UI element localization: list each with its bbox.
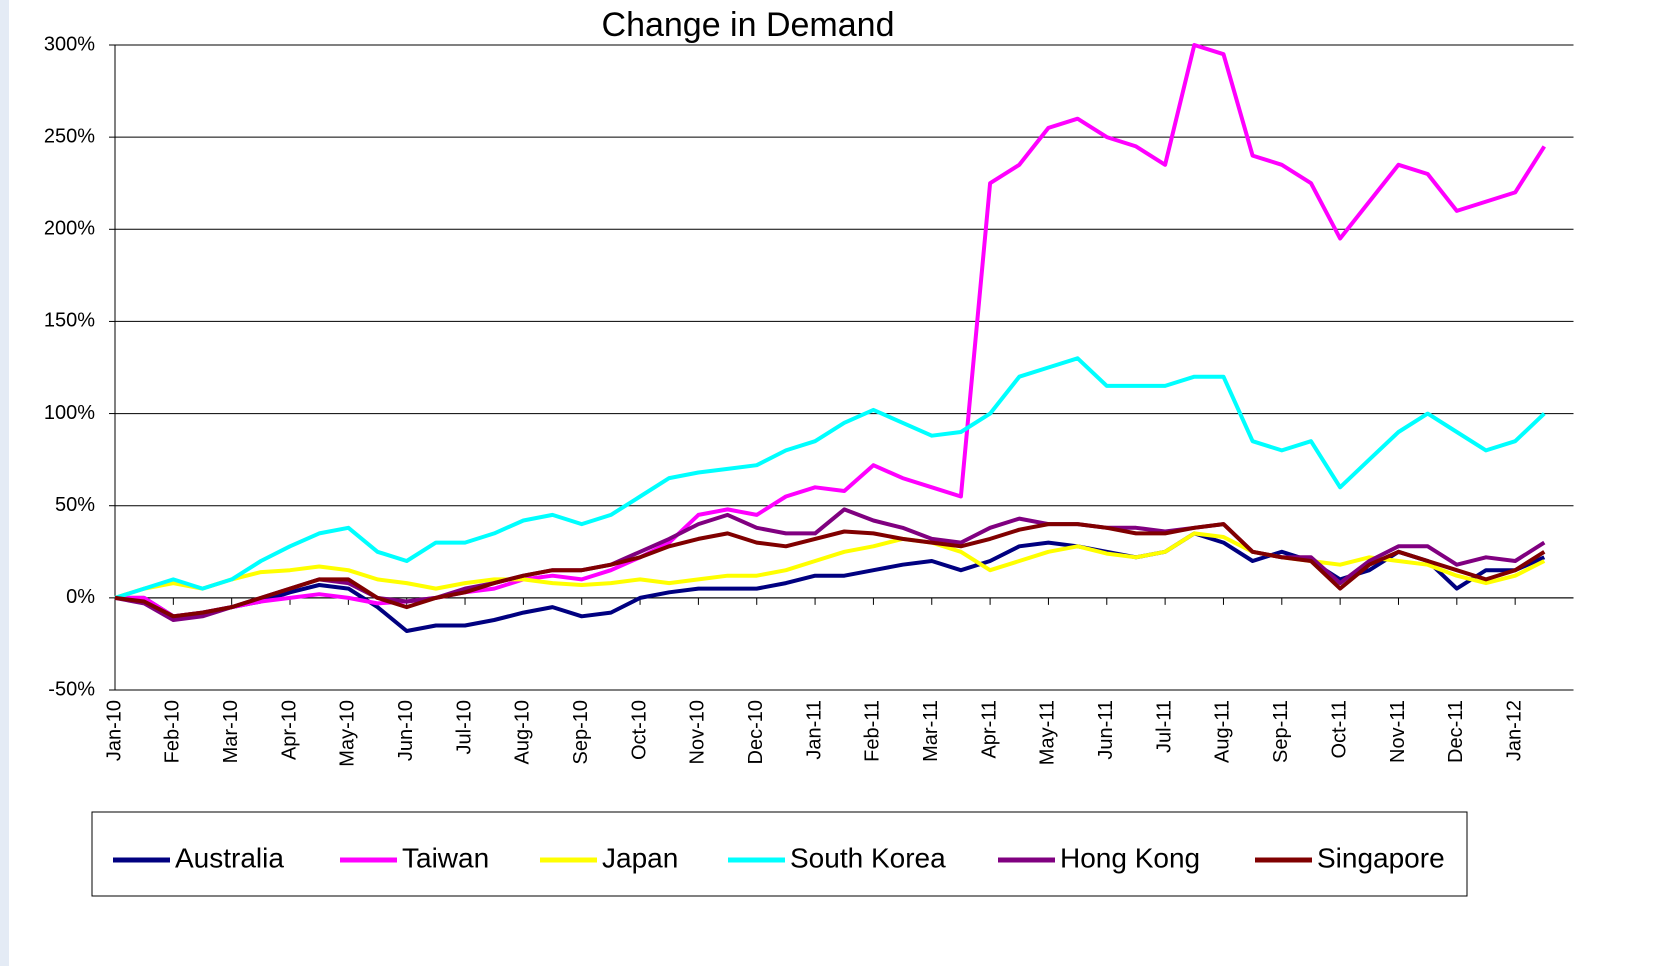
y-tick-label: 250% [44,125,95,147]
side-strip [0,0,9,966]
legend-label: Taiwan [402,842,489,873]
legend-label: Hong Kong [1060,842,1200,873]
y-tick-label: 100% [44,402,95,424]
y-tick-label: 0% [66,586,95,608]
legend-box [91,811,1468,897]
x-tick-label: Nov-11 [1387,700,1409,763]
x-tick-label: Jan-10 [103,700,125,761]
y-tick-label: 150% [44,310,95,332]
x-tick-label: Nov-10 [687,700,709,764]
x-tick-label: Mar-10 [220,700,242,763]
legend-label: Japan [602,842,678,873]
x-tick-label: Apr-11 [978,700,1000,759]
series-line [114,507,1546,622]
legend-label: Singapore [1317,842,1445,873]
y-tick-label: -50% [48,678,95,700]
y-tick-label: 200% [44,218,95,240]
x-tick-label: Jan-12 [1503,700,1525,761]
legend-label: Australia [175,842,284,873]
x-tick-label: Jan-11 [803,700,825,760]
y-tick-label: 300% [44,33,95,55]
x-tick-label: Oct-10 [628,700,650,760]
x-tick-label: May-11 [1037,700,1059,765]
x-tick-label: Dec-10 [745,700,767,764]
series-line [115,43,1546,619]
series-line [114,522,1546,619]
x-tick-label: Aug-11 [1212,700,1234,763]
x-tick-label: Dec-11 [1445,700,1467,763]
x-tick-label: Sep-10 [570,700,592,765]
y-tick-label: 50% [55,494,95,516]
x-tick-label: Apr-10 [278,700,300,760]
x-tick-label: Jul-10 [453,700,475,754]
x-tick-label: Mar-11 [920,700,942,762]
x-tick-label: Aug-10 [512,700,534,765]
x-tick-label: Sep-11 [1270,700,1292,763]
x-tick-label: Jun-11 [1095,700,1117,760]
series-line [114,356,1546,600]
x-tick-label: Feb-11 [862,700,884,762]
x-tick-label: May-10 [337,700,359,767]
x-tick-label: Jun-10 [395,700,417,761]
x-tick-label: Feb-10 [162,700,184,763]
legend-label: South Korea [790,842,946,873]
x-tick-label: Oct-11 [1328,700,1350,759]
chart-title: Change in Demand [602,6,895,44]
x-tick-label: Jul-11 [1153,700,1175,753]
